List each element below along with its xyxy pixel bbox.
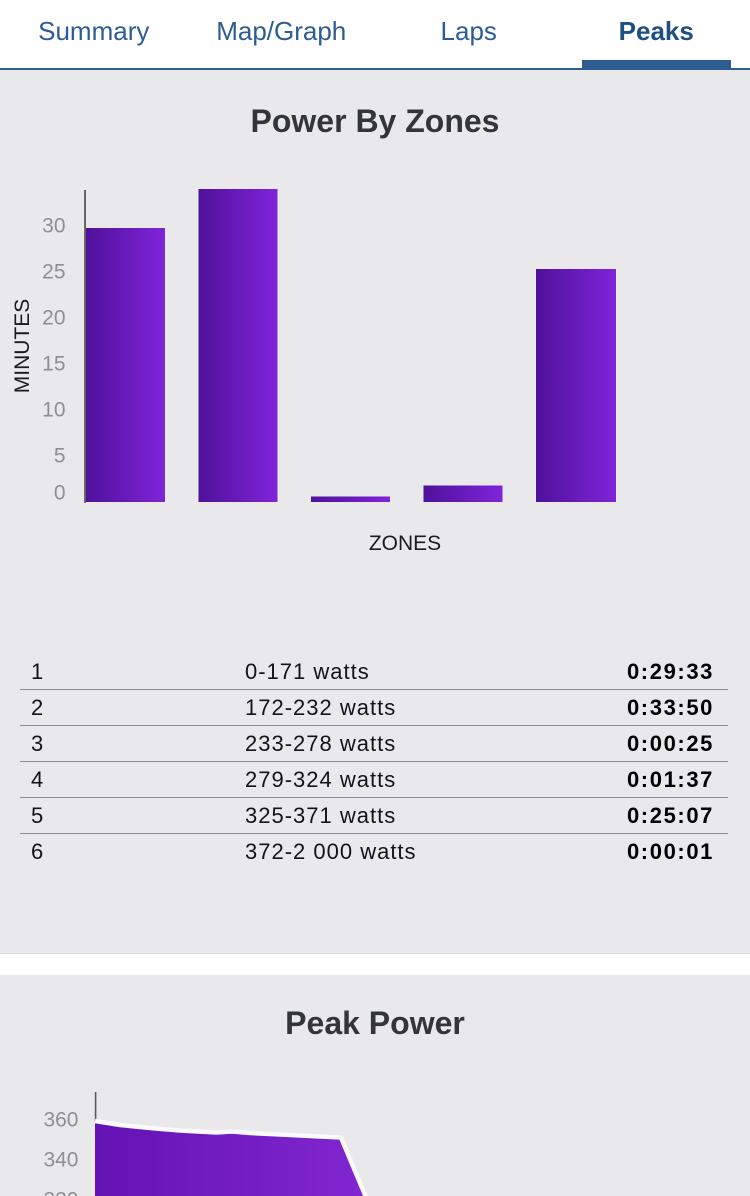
svg-text:30: 30 [42,215,65,238]
svg-text:10: 10 [42,399,65,422]
svg-text:340: 340 [43,1149,78,1172]
svg-text:15: 15 [42,353,65,376]
svg-text:360: 360 [43,1109,78,1132]
svg-text:5: 5 [54,445,66,468]
svg-text:20: 20 [42,307,65,330]
svg-text:ZONES: ZONES [369,532,441,555]
svg-text:25: 25 [42,261,65,284]
svg-text:0: 0 [54,482,66,505]
svg-text:320: 320 [43,1189,78,1196]
svg-text:MINUTES: MINUTES [11,299,34,394]
